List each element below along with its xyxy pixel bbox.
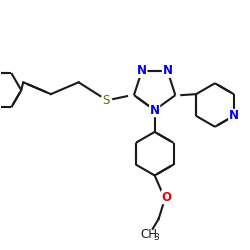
Text: 3: 3 — [154, 233, 160, 242]
Text: CH: CH — [141, 228, 158, 241]
Text: N: N — [150, 104, 160, 117]
Text: N: N — [162, 64, 172, 77]
Text: N: N — [229, 110, 239, 122]
Text: S: S — [102, 94, 110, 106]
Text: O: O — [162, 191, 172, 204]
Text: N: N — [137, 64, 147, 77]
